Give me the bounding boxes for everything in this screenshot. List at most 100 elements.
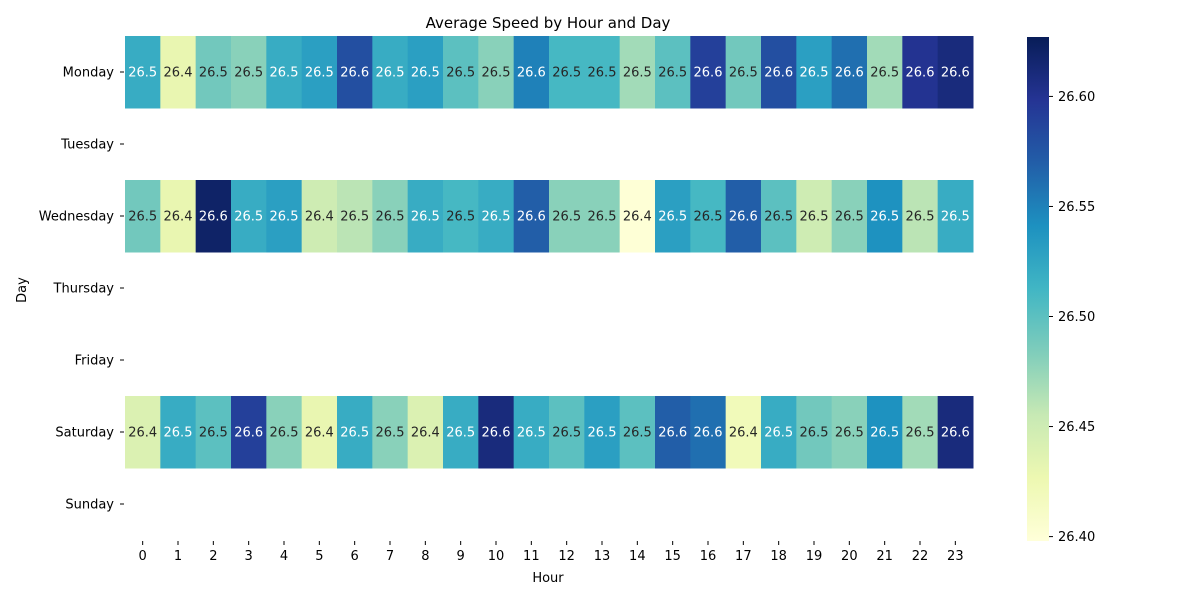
y-tick-label: Thursday xyxy=(53,282,115,297)
cell-value-label: 26.5 xyxy=(588,426,617,441)
heatmap-cell xyxy=(301,396,338,469)
cell-value-label: 26.5 xyxy=(835,210,864,225)
heatmap-cell xyxy=(619,180,656,253)
cell-value-label: 26.5 xyxy=(411,66,440,81)
y-tick-label: Sunday xyxy=(65,498,114,513)
cell-value-label: 26.5 xyxy=(446,66,475,81)
cell-value-label: 26.5 xyxy=(906,426,935,441)
heatmap-cell xyxy=(725,396,762,469)
cell-value-label: 26.5 xyxy=(658,210,687,225)
heatmap-cell xyxy=(584,396,621,469)
cell-value-label: 26.5 xyxy=(552,66,581,81)
cell-value-label: 26.6 xyxy=(694,66,723,81)
colorbar-ticks: 26.40 26.45 26.50 26.55 26.60 xyxy=(1049,90,1095,545)
cell-value-label: 26.5 xyxy=(764,210,793,225)
cell-value-label: 26.5 xyxy=(729,66,758,81)
heatmap-cell xyxy=(831,180,868,253)
heatmap-cell xyxy=(655,180,691,253)
cell-value-label: 26.5 xyxy=(694,210,723,225)
x-tick-label: 20 xyxy=(841,549,858,564)
cell-value-label: 26.5 xyxy=(446,210,475,225)
x-tick-label: 14 xyxy=(629,549,646,564)
heatmap-cell xyxy=(796,36,833,109)
x-tick-label: 3 xyxy=(245,549,253,564)
cell-value-label: 26.4 xyxy=(164,210,193,225)
heatmap-cell xyxy=(407,396,444,469)
colorbar xyxy=(1027,37,1049,541)
cell-value-label: 26.6 xyxy=(199,210,228,225)
cell-value-label: 26.5 xyxy=(623,66,652,81)
cell-value-label: 26.4 xyxy=(305,426,334,441)
heatmap-cell xyxy=(761,396,797,469)
heatmap-cell xyxy=(549,396,585,469)
cell-value-label: 26.5 xyxy=(411,210,440,225)
heatmap-cell xyxy=(690,396,727,469)
heatmap-cell xyxy=(125,180,161,253)
heatmap-cell xyxy=(125,36,161,109)
heatmap-cell xyxy=(407,180,444,253)
colorbar-tick-label: 26.50 xyxy=(1058,310,1095,325)
cell-value-label: 26.5 xyxy=(482,210,511,225)
cell-value-label: 26.6 xyxy=(729,210,758,225)
heatmap-cell xyxy=(337,396,373,469)
heatmap-cell xyxy=(160,396,197,469)
heatmap-cell xyxy=(513,180,550,253)
x-tick-label: 13 xyxy=(594,549,611,564)
heatmap-cell xyxy=(796,180,833,253)
heatmap-cell xyxy=(513,36,550,109)
cell-value-label: 26.5 xyxy=(870,66,899,81)
heatmap-cell xyxy=(266,36,303,109)
y-axis-label: Day xyxy=(15,277,30,303)
heatmap-cells: 26.5 26.4 26.5 26.5 26.5 26.5 26.6 26.5 26.5 26.5… xyxy=(125,36,974,469)
heatmap-cell xyxy=(831,396,868,469)
heatmap-cell xyxy=(443,36,479,109)
colorbar-tick-label: 26.40 xyxy=(1058,530,1095,545)
cell-value-label: 26.6 xyxy=(835,66,864,81)
cell-value-label: 26.6 xyxy=(906,66,935,81)
x-tick-label: 0 xyxy=(139,549,147,564)
colorbar-tick-label: 26.60 xyxy=(1058,90,1095,105)
x-axis-label: Hour xyxy=(532,571,564,586)
cell-value-label: 26.5 xyxy=(870,210,899,225)
heatmap-cell xyxy=(655,36,691,109)
heatmap-cell xyxy=(337,180,373,253)
heatmap-cell xyxy=(231,36,267,109)
cell-value-label: 26.6 xyxy=(694,426,723,441)
x-tick-label: 6 xyxy=(351,549,359,564)
heatmap-cell xyxy=(407,36,444,109)
heatmap-cell xyxy=(478,180,515,253)
cell-value-label: 26.4 xyxy=(411,426,440,441)
colorbar-tick-label: 26.45 xyxy=(1058,420,1095,435)
cell-value-label: 26.5 xyxy=(588,210,617,225)
heatmap-cell xyxy=(619,396,656,469)
heatmap-cell xyxy=(443,180,479,253)
cell-value-label: 26.5 xyxy=(870,426,899,441)
heatmap-cell xyxy=(902,396,939,469)
heatmap-cell xyxy=(301,36,338,109)
cell-value-label: 26.4 xyxy=(128,426,157,441)
cell-value-label: 26.5 xyxy=(270,210,299,225)
heatmap-cell xyxy=(902,180,939,253)
x-tick-label: 18 xyxy=(770,549,787,564)
heatmap-cell xyxy=(125,396,161,469)
x-tick-label: 23 xyxy=(947,549,964,564)
y-tick-label: Friday xyxy=(75,354,115,369)
x-tick-label: 5 xyxy=(315,549,323,564)
heatmap-cell xyxy=(195,180,232,253)
heatmap-cell xyxy=(867,396,903,469)
cell-value-label: 26.5 xyxy=(234,66,263,81)
heatmap-cell xyxy=(831,36,868,109)
cell-value-label: 26.5 xyxy=(199,426,228,441)
cell-value-label: 26.5 xyxy=(128,66,157,81)
y-tick-label: Tuesday xyxy=(60,138,114,153)
cell-value-label: 26.5 xyxy=(588,66,617,81)
cell-value-label: 26.6 xyxy=(941,66,970,81)
x-tick-label: 11 xyxy=(523,549,540,564)
heatmap-cell xyxy=(937,396,974,469)
cell-value-label: 26.5 xyxy=(270,426,299,441)
heatmap-cell xyxy=(266,180,303,253)
y-tick-label: Wednesday xyxy=(39,210,115,225)
heatmap-cell xyxy=(337,36,373,109)
heatmap-cell xyxy=(513,396,550,469)
